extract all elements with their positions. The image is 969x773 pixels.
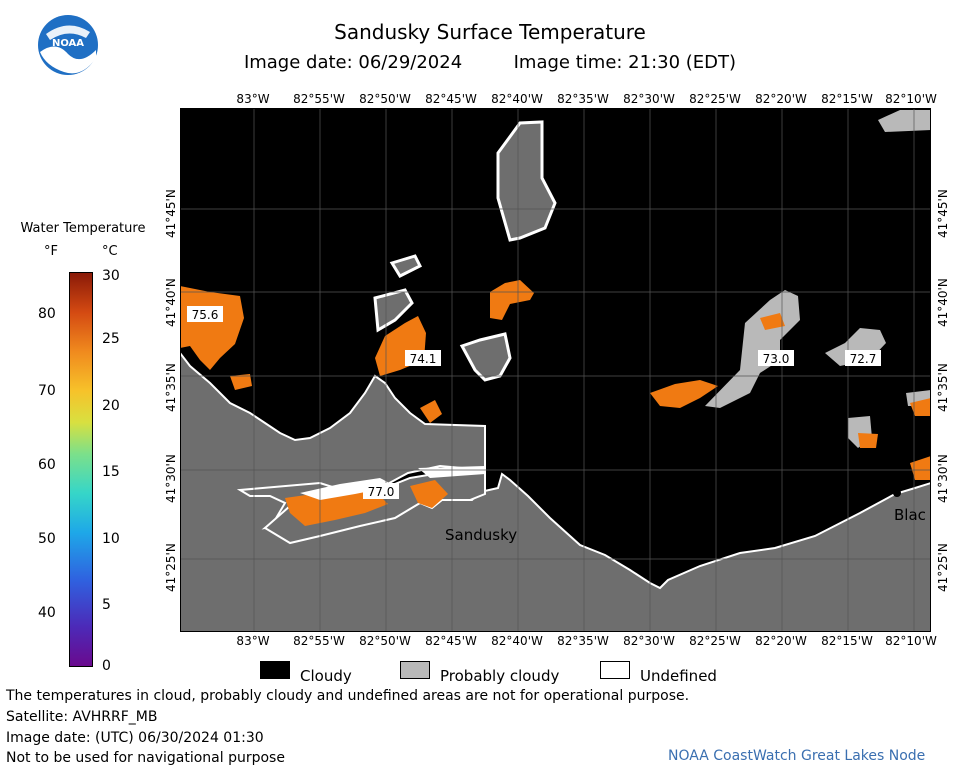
lon-tick-top: 82°15'W [821,92,873,106]
key-swatch-cloudy [260,661,290,679]
key-swatch-undefined [600,661,630,679]
lon-tick-bottom: 82°10'W [885,634,937,648]
lat-tick-left: 41°45'N [164,189,178,238]
warm-water-patch [910,398,931,416]
lon-tick-top: 82°10'W [885,92,937,106]
lon-tick-top: 82°20'W [755,92,807,106]
island [389,254,423,278]
lat-tick-right: 41°40'N [936,278,950,327]
page-subtitle: Image date: 06/29/2024 Image time: 21:30… [180,52,800,73]
noaa-logo: NOAA [38,15,98,75]
key-label-cloudy: Cloudy [300,667,352,685]
temperature-labels: 75.6 74.1 73.0 72.7 77.0 [187,306,881,499]
legend-f-tick: 40 [38,605,56,621]
lon-tick-bottom: 82°35'W [557,634,609,648]
temp-label: 72.7 [850,352,877,366]
island [496,120,557,242]
lon-tick-bottom: 83°W [236,634,270,648]
lon-tick-bottom: 82°50'W [359,634,411,648]
lat-tick-left: 41°35'N [164,363,178,412]
lon-tick-bottom: 82°30'W [623,634,675,648]
legend-c-tick: 15 [102,464,120,480]
lat-tick-right: 41°25'N [936,543,950,592]
temperature-map: 75.6 74.1 73.0 72.7 77.0 Sandusky Blac [180,108,931,632]
lon-tick-bottom: 82°55'W [293,634,345,648]
key-label-undefined: Undefined [640,667,717,685]
legend-title: Water Temperature [20,221,146,236]
legend-f-tick: 60 [38,457,56,473]
legend-c-tick: 30 [102,268,120,284]
key-label-probably-cloudy: Probably cloudy [440,667,560,685]
legend-unit-c: °C [102,244,118,259]
lon-tick-bottom: 82°25'W [689,634,741,648]
warm-water-patch [230,374,252,390]
lat-tick-right: 41°45'N [936,189,950,238]
lon-tick-top: 82°25'W [689,92,741,106]
warm-water-patch [760,313,785,330]
legend-f-tick: 80 [38,306,56,322]
lat-tick-left: 41°25'N [164,543,178,592]
legend-color-bar [69,272,93,667]
utc-date-note: Image date: (UTC) 06/30/2024 01:30 [6,730,264,746]
lon-tick-bottom: 82°40'W [491,634,543,648]
warm-water-patch [410,480,448,508]
lon-tick-top: 82°50'W [359,92,411,106]
lat-tick-left: 41°30'N [164,454,178,503]
island [459,332,512,382]
warm-water-patch [858,433,878,448]
undefined-area [418,466,485,478]
probably-cloudy-patch [878,110,931,132]
lon-tick-top: 82°35'W [557,92,609,106]
legend-f-tick: 70 [38,383,56,399]
lat-tick-left: 41°40'N [164,278,178,327]
image-date: Image date: 06/29/2024 [243,52,463,73]
legend-c-tick: 0 [102,658,111,674]
legend-c-tick: 10 [102,531,120,547]
satellite-note: Satellite: AVHRRF_MB [6,709,158,725]
lat-tick-right: 41°30'N [936,454,950,503]
land-area [180,351,931,632]
legend-unit-f: °F [44,244,58,259]
lon-tick-bottom: 82°15'W [821,634,873,648]
island [373,288,414,333]
lat-lon-grid [180,108,931,632]
place-marker [893,489,901,497]
temp-label: 77.0 [368,485,395,499]
legend-f-tick: 50 [38,531,56,547]
navigation-note: Not to be used for navigational purpose [6,750,285,766]
lon-tick-top: 82°40'W [491,92,543,106]
page-title: Sandusky Surface Temperature [334,20,646,44]
legend-c-tick: 25 [102,331,120,347]
place-label-sandusky: Sandusky [445,526,517,544]
legend-c-tick: 20 [102,398,120,414]
image-time: Image time: 21:30 (EDT) [513,52,737,73]
place-label-blac: Blac [894,506,926,524]
lon-tick-bottom: 82°20'W [755,634,807,648]
warm-water-patch [910,456,931,480]
warm-water-patch [650,380,718,408]
lon-tick-top: 83°W [236,92,270,106]
key-swatch-probably-cloudy [400,661,430,679]
credit-text: NOAA CoastWatch Great Lakes Node [668,748,926,764]
warm-water-patch [420,400,442,423]
warm-water-patch [490,280,534,320]
temp-label: 75.6 [192,308,219,322]
lon-tick-top: 82°45'W [425,92,477,106]
legend-c-tick: 5 [102,597,111,613]
disclaimer-note: The temperatures in cloud, probably clou… [6,688,690,704]
lat-tick-right: 41°35'N [936,363,950,412]
lon-tick-top: 82°55'W [293,92,345,106]
temp-label: 73.0 [763,352,790,366]
lon-tick-bottom: 82°45'W [425,634,477,648]
lon-tick-top: 82°30'W [623,92,675,106]
temp-label: 74.1 [410,352,437,366]
logo-text: NOAA [52,38,84,49]
